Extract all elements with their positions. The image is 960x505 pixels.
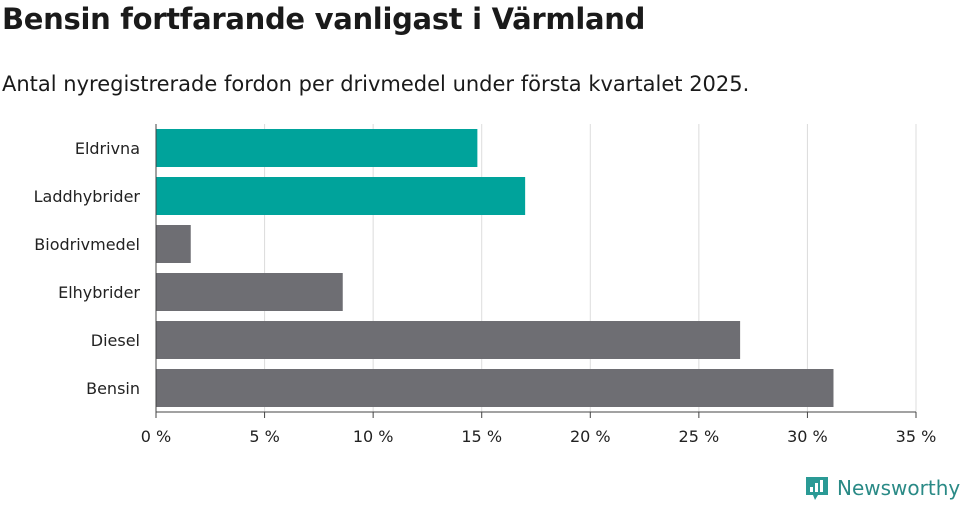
category-label: Diesel <box>91 331 140 350</box>
category-label: Bensin <box>86 379 140 398</box>
x-tick-label: 20 % <box>570 427 611 446</box>
x-tick-label: 0 % <box>141 427 171 446</box>
bars <box>156 129 834 407</box>
x-tick-label: 5 % <box>249 427 279 446</box>
x-tick-label: 35 % <box>896 427 937 446</box>
x-tick-label: 30 % <box>787 427 828 446</box>
newsworthy-logo[interactable]: Newsworthy <box>803 474 960 502</box>
bar-elhybrider <box>156 273 343 311</box>
bar-biodrivmedel <box>156 225 191 263</box>
bar-diesel <box>156 321 741 359</box>
category-label: Elhybrider <box>58 283 140 302</box>
x-axis: 0 % 5 % 10 % 15 % 20 % 25 % 30 % 35 % <box>141 124 937 446</box>
category-labels: Eldrivna Laddhybrider Biodrivmedel Elhybrid… <box>34 139 141 398</box>
category-label: Laddhybrider <box>34 187 141 206</box>
category-label: Eldrivna <box>75 139 140 158</box>
newsworthy-logo-text: Newsworthy <box>837 476 960 500</box>
bar-chart: 0 % 5 % 10 % 15 % 20 % 25 % 30 % 35 % Eldrivna L… <box>34 124 937 446</box>
x-tick-label: 10 % <box>353 427 394 446</box>
x-tick-label: 15 % <box>461 427 502 446</box>
newsworthy-logo-icon <box>806 477 828 500</box>
bar-laddhybrider <box>156 177 526 215</box>
chart-subtitle: Antal nyregistrerade fordon per drivmede… <box>2 72 750 96</box>
bar-bensin <box>156 369 834 407</box>
category-label: Biodrivmedel <box>34 235 140 254</box>
grid-lines <box>264 124 917 412</box>
chart-title: Bensin fortfarande vanligast i Värmland <box>2 2 646 36</box>
x-tick-label: 25 % <box>679 427 720 446</box>
bar-eldrivna <box>156 129 478 167</box>
